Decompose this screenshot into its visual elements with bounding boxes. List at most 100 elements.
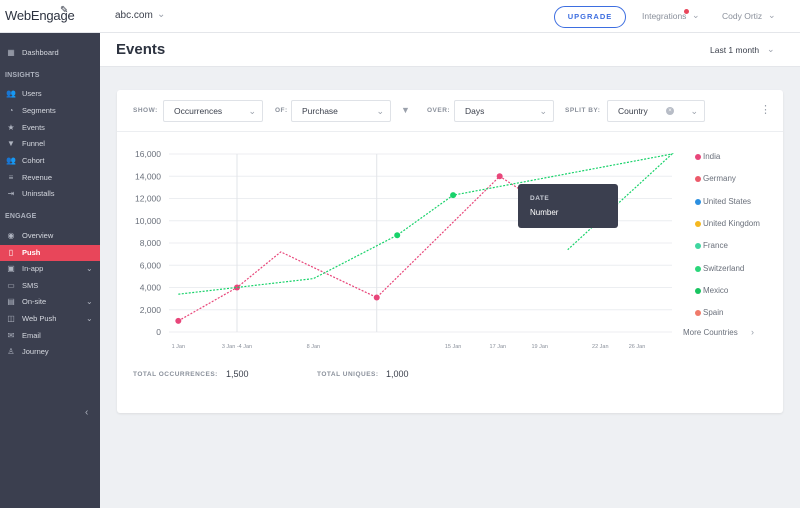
chevron-down-icon[interactable]: ⌄ xyxy=(86,314,93,323)
sidebar-item-label: Segments xyxy=(22,106,56,115)
sidebar-item-push[interactable]: ▯ Push xyxy=(0,245,100,261)
over-select[interactable]: Days ⌄ xyxy=(454,100,554,122)
legend-dot xyxy=(695,198,701,205)
chevron-down-icon[interactable]: ⌄ xyxy=(86,264,93,273)
sidebar-item-uninstalls[interactable]: ⇥ Uninstalls xyxy=(0,186,100,202)
star-icon: ★ xyxy=(7,123,15,132)
sidebar-item-cohort[interactable]: 👥 Cohort xyxy=(0,153,100,169)
legend-dot xyxy=(695,287,701,294)
sidebar-item-label: Funnel xyxy=(22,139,45,148)
show-label: SHOW: xyxy=(133,107,158,114)
y-tick-label: 6,000 xyxy=(140,260,162,270)
brand-logo[interactable]: WebEngage xyxy=(5,8,75,23)
date-range-select[interactable]: Last 1 month xyxy=(710,45,760,55)
upgrade-button[interactable]: UPGRADE xyxy=(554,6,626,28)
over-select-value: Days xyxy=(465,106,485,116)
more-countries-link[interactable]: More Countries xyxy=(683,328,738,337)
phone-icon: ▯ xyxy=(8,248,14,257)
inapp-icon: ▣ xyxy=(7,264,15,273)
x-tick-label: 17 Jan xyxy=(490,344,507,350)
sidebar-item-sms[interactable]: ▭ SMS xyxy=(0,278,100,294)
sidebar-item-overview[interactable]: ◉ Overview xyxy=(0,228,100,244)
series-line xyxy=(178,175,564,322)
coins-icon: ≡ xyxy=(8,173,14,182)
sidebar-item-label: Push xyxy=(22,248,41,257)
logo-mark-icon: ✎ xyxy=(60,5,69,16)
collapse-sidebar-icon[interactable]: ‹ xyxy=(85,407,89,418)
sidebar-item-label: Email xyxy=(22,331,41,340)
sidebar-item-users[interactable]: 👥 Users xyxy=(0,86,100,102)
event-select[interactable]: Purchase ⌄ xyxy=(291,100,391,122)
sidebar-item-label: Events xyxy=(22,123,45,132)
legend-label: Germany xyxy=(703,174,736,184)
legend-label: India xyxy=(703,152,721,161)
chevron-down-icon: ⌄ xyxy=(539,106,547,116)
filter-icon[interactable]: ▼ xyxy=(401,105,410,115)
show-select[interactable]: Occurrences ⌄ xyxy=(163,100,263,122)
chevron-down-icon[interactable]: ⌄ xyxy=(157,9,166,20)
sidebar-item-journey[interactable]: ♙ Journey xyxy=(0,344,100,360)
integrations-menu[interactable]: Integrations xyxy=(642,11,687,21)
chevron-down-icon: ⌄ xyxy=(248,106,256,116)
data-point xyxy=(394,232,401,239)
user-menu[interactable]: Cody Ortiz xyxy=(722,11,763,21)
account-switcher[interactable]: abc.com xyxy=(115,10,153,21)
over-label: OVER: xyxy=(427,107,451,114)
sidebar-item-label: Uninstalls xyxy=(22,189,55,198)
sidebar-item-revenue[interactable]: ≡ Revenue xyxy=(0,170,100,186)
x-tick-label: 3 Jan -4 Jan xyxy=(222,344,252,350)
chevron-down-icon[interactable]: ⌄ xyxy=(768,10,776,20)
notification-dot xyxy=(684,9,689,14)
sidebar-item-email[interactable]: ✉ Email xyxy=(0,328,100,344)
sidebar-item-events[interactable]: ★ Events xyxy=(0,120,100,136)
x-tick-label: 8 Jan xyxy=(307,344,320,350)
more-options-icon[interactable]: ⋮ xyxy=(760,104,771,116)
legend-label: Spain xyxy=(703,308,724,318)
sidebar-item-label: SMS xyxy=(22,281,39,290)
legend-label: France xyxy=(703,241,728,251)
sidebar-item-in-app[interactable]: ▣ In-app ⌄ xyxy=(0,261,100,277)
data-point xyxy=(450,192,457,199)
sidebar-item-label: Overview xyxy=(22,231,54,240)
legend-dot xyxy=(695,220,701,227)
page-title: Events xyxy=(116,41,166,58)
total-uniques-value: 1,000 xyxy=(386,369,409,379)
legend-dot xyxy=(695,243,701,250)
chevron-down-icon[interactable]: ⌄ xyxy=(692,10,700,20)
chevron-down-icon[interactable]: ⌄ xyxy=(86,297,93,306)
top-bar: WebEngage ✎ abc.com ⌄ UPGRADE Integratio… xyxy=(0,0,800,33)
data-point xyxy=(496,173,503,180)
x-tick-label: 22 Jan xyxy=(592,344,609,350)
clear-icon[interactable]: × xyxy=(666,107,674,115)
sidebar-item-label: In-app xyxy=(22,264,44,273)
onsite-icon: ▤ xyxy=(7,297,15,306)
legend-dot xyxy=(695,176,701,183)
split-by-select[interactable]: Country × ⌄ xyxy=(607,100,705,122)
sidebar-item-segments[interactable]: ◔ Segments xyxy=(0,103,100,119)
sidebar-item-on-site[interactable]: ▤ On-site ⌄ xyxy=(0,294,100,310)
sidebar-item-label: On-site xyxy=(22,297,47,306)
split-by-label: SPLIT BY: xyxy=(565,107,601,114)
total-occurrences-label: TOTAL OCCURRENCES: xyxy=(133,371,218,378)
legend-dot xyxy=(695,154,701,160)
sidebar-item-dashboard[interactable]: ▦ Dashboard xyxy=(0,45,100,61)
sidebar-item-label: Web Push xyxy=(22,314,57,323)
series-line xyxy=(178,153,674,295)
y-tick-label: 10,000 xyxy=(135,216,161,226)
sidebar-item-label: Revenue xyxy=(22,173,53,182)
pie-icon: ◔ xyxy=(8,106,14,115)
show-select-value: Occurrences xyxy=(174,106,223,116)
uninstall-icon: ⇥ xyxy=(7,189,15,198)
webpush-icon: ◫ xyxy=(7,314,15,323)
legend-label: Mexico xyxy=(703,285,729,295)
sidebar-item-label: Cohort xyxy=(22,156,45,165)
of-label: OF: xyxy=(275,107,288,114)
sidebar-item-funnel[interactable]: ▼ Funnel xyxy=(0,136,100,152)
chevron-right-icon[interactable]: › xyxy=(751,327,754,337)
sidebar-item-web-push[interactable]: ◫ Web Push ⌄ xyxy=(0,311,100,327)
sidebar-item-label: Dashboard xyxy=(22,48,59,57)
chart-tooltip: DATE Number xyxy=(518,184,618,228)
event-select-value: Purchase xyxy=(302,106,338,116)
legend-dot xyxy=(695,310,701,317)
chevron-down-icon[interactable]: ⌄ xyxy=(767,44,775,54)
